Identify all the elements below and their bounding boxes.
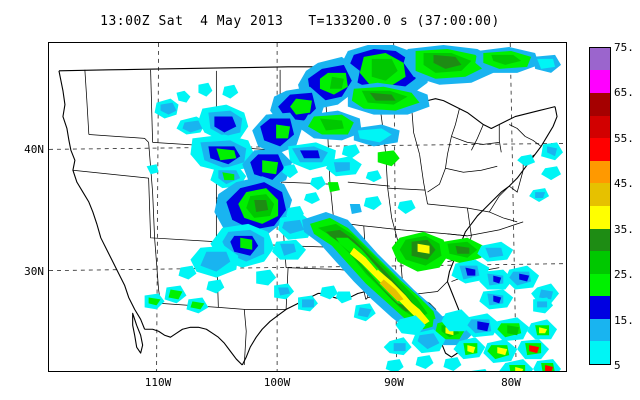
precip-montana-wyoming bbox=[146, 82, 255, 228]
colorbar-segment-6 bbox=[590, 205, 610, 229]
precip-ohio-tennessee bbox=[391, 231, 514, 290]
precip-florida-atlantic-convection bbox=[385, 297, 562, 371]
map-plot-area bbox=[48, 42, 567, 372]
colorbar-segment-4 bbox=[590, 251, 610, 274]
colorbar-segment-5 bbox=[590, 228, 610, 252]
lon-tick-90w: 90W bbox=[384, 376, 404, 389]
colorbar-segment-0 bbox=[590, 341, 610, 364]
lon-tick-110w: 110W bbox=[144, 376, 172, 389]
colorbar-tick-75: 75. bbox=[614, 41, 634, 54]
colorbar-tick-35: 35. bbox=[614, 223, 634, 236]
colorbar-segment-9 bbox=[590, 138, 610, 161]
colorbar-segment-12 bbox=[590, 70, 610, 94]
colorbar-segment-10 bbox=[590, 115, 610, 139]
reflectivity-field bbox=[144, 44, 564, 371]
lon-tick-80w: 80W bbox=[501, 376, 521, 389]
colorbar-segment-11 bbox=[590, 93, 610, 116]
colorbar-segment-2 bbox=[590, 296, 610, 319]
colorbar-segment-1 bbox=[590, 318, 610, 342]
colorbar-tick-65: 65. bbox=[614, 86, 634, 99]
figure-title: 13:00Z Sat 4 May 2013 T=133200.0 s (37:0… bbox=[100, 14, 500, 29]
colorbar-tick-5: 5 bbox=[614, 359, 621, 372]
lat-tick-30n: 30N bbox=[24, 265, 44, 278]
colorbar-tick-15: 15. bbox=[614, 314, 634, 327]
precip-mississippi-squall-line bbox=[302, 211, 472, 356]
lat-tick-40n: 40N bbox=[24, 143, 44, 156]
colorbar-tick-55: 55. bbox=[614, 132, 634, 145]
precip-scattered-cells bbox=[144, 144, 416, 322]
map-canvas bbox=[49, 43, 566, 371]
precip-central-plains bbox=[190, 176, 314, 278]
precip-carolinas bbox=[479, 142, 564, 310]
colorbar-segment-7 bbox=[590, 183, 610, 206]
colorbar-segment-3 bbox=[590, 273, 610, 297]
precip-upper-midwest-band bbox=[341, 44, 562, 99]
colorbar-tick-25: 25. bbox=[614, 268, 634, 281]
colorbar-segment-8 bbox=[590, 160, 610, 184]
colorbar-segment-13 bbox=[590, 47, 610, 71]
colorbar bbox=[589, 47, 611, 365]
colorbar-tick-45: 45. bbox=[614, 177, 634, 190]
lon-tick-100w: 100W bbox=[263, 376, 291, 389]
precip-northern-plains-band bbox=[242, 56, 430, 189]
